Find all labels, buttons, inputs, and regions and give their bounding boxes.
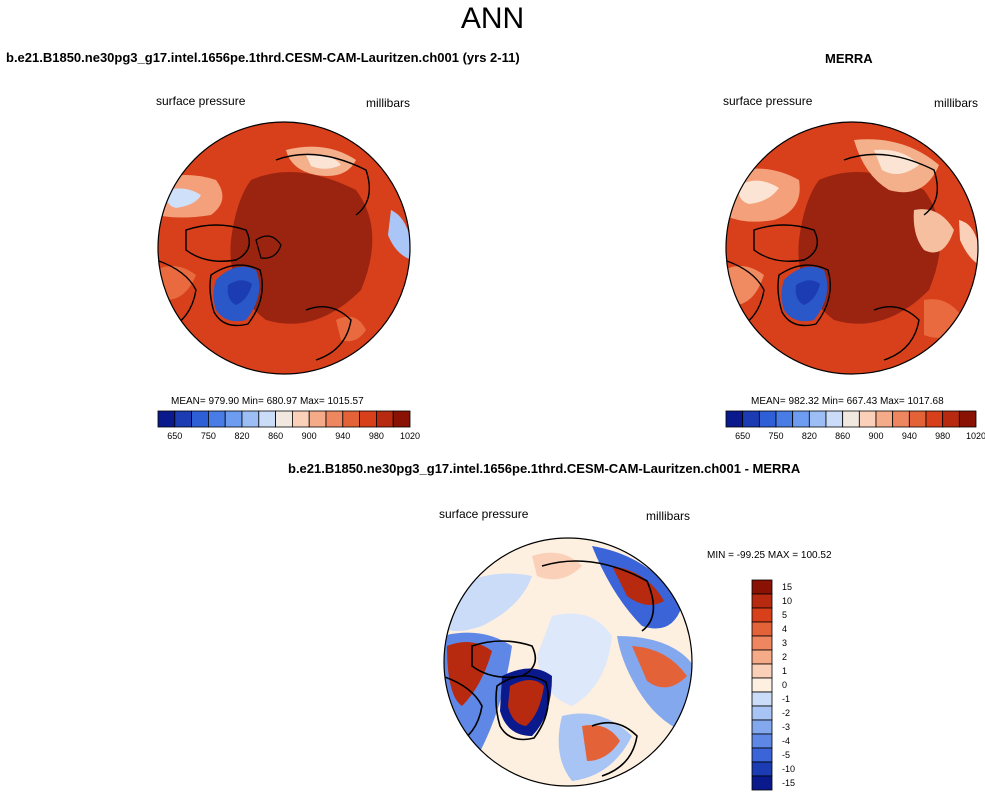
obs-colorbar-box — [808, 410, 827, 428]
model-colorbar-tick: 750 — [200, 431, 216, 441]
model-colorbar-box — [241, 410, 260, 428]
obs-colorbar-box — [758, 410, 777, 428]
model-colorbar-box — [342, 410, 361, 428]
obs-panel-title: MERRA — [825, 51, 873, 66]
model-stats: MEAN= 979.90 Min= 680.97 Max= 1015.57 — [171, 396, 364, 407]
diff-colorbar-tick: 1 — [782, 666, 788, 676]
obs-colorbar-box — [875, 410, 894, 428]
diff-colorbar-box — [751, 579, 773, 595]
model-colorbar-tick: 650 — [167, 431, 183, 441]
obs-colorbar-tick: 940 — [901, 431, 917, 441]
diff-colorbar-tick: 5 — [782, 610, 788, 620]
model-colorbar-tick: 1020 — [399, 431, 421, 441]
model-colorbar-box — [375, 410, 394, 428]
diff-panel-title: b.e21.B1850.ne30pg3_g17.intel.1656pe.1th… — [288, 461, 801, 476]
obs-colorbar-tick: 980 — [935, 431, 951, 441]
model-colorbar — [157, 410, 411, 428]
model-variable-label: surface pressure — [156, 94, 246, 108]
model-colorbar-box — [275, 410, 293, 428]
diff-colorbar-box — [751, 593, 773, 609]
model-colorbar-box — [325, 410, 344, 428]
obs-colorbar-box — [958, 410, 977, 428]
diff-colorbar-tick: -3 — [782, 722, 791, 732]
obs-colorbar-box — [842, 410, 860, 428]
diff-colorbar-tick: -4 — [782, 736, 791, 746]
obs-colorbar-box — [908, 410, 927, 428]
diff-colorbar-box — [751, 691, 773, 707]
diff-colorbar-box — [751, 761, 773, 777]
diff-colorbar-box — [751, 705, 773, 721]
figure-title: ANN — [460, 2, 525, 35]
obs-colorbar-tick: 1020 — [965, 431, 985, 441]
obs-colorbar-tick: 820 — [801, 431, 817, 441]
model-colorbar-box — [224, 410, 243, 428]
obs-colorbar-box — [925, 410, 944, 428]
diff-colorbar-tick: 2 — [782, 652, 788, 662]
obs-colorbar-box — [742, 410, 760, 428]
model-colorbar-tick: 980 — [368, 431, 384, 441]
obs-colorbar-box — [892, 410, 910, 428]
obs-colorbar-box — [825, 410, 844, 428]
diff-colorbar-tick: 4 — [782, 624, 788, 634]
obs-polar-map — [725, 121, 979, 375]
model-colorbar-box — [258, 410, 277, 428]
obs-colorbar-box — [792, 410, 810, 428]
diff-colorbar-box — [751, 719, 773, 735]
diff-colorbar-tick: -5 — [782, 750, 791, 760]
model-colorbar-box — [291, 410, 310, 428]
model-colorbar-box — [208, 410, 226, 428]
diff-colorbar-box — [751, 677, 773, 693]
obs-colorbar-tick: 650 — [735, 431, 751, 441]
diff-colorbar-tick: -10 — [782, 764, 796, 774]
model-units-label: millibars — [366, 96, 411, 110]
diff-colorbar-tick: -1 — [782, 694, 791, 704]
obs-colorbar-box — [725, 410, 744, 428]
diff-colorbar-box — [751, 663, 773, 679]
model-colorbar-box — [191, 410, 209, 428]
diff-colorbar-box — [751, 649, 773, 665]
obs-colorbar-box — [858, 410, 877, 428]
diff-units-label: millibars — [646, 509, 691, 523]
diff-colorbar-box — [751, 775, 773, 791]
obs-variable-label: surface pressure — [723, 94, 813, 108]
diff-colorbar-box — [751, 607, 773, 623]
diff-colorbar-tick: -15 — [782, 778, 796, 788]
diff-colorbar-box — [751, 733, 773, 749]
diff-colorbar-tick: 15 — [782, 582, 793, 592]
diff-colorbar-box — [751, 747, 773, 763]
obs-colorbar-tick: 860 — [835, 431, 851, 441]
model-colorbar-box — [308, 410, 327, 428]
model-colorbar-box — [157, 410, 176, 428]
diff-colorbar-tick: 0 — [782, 680, 788, 690]
diff-colorbar-tick: 10 — [782, 596, 793, 606]
obs-colorbar — [725, 410, 977, 428]
model-colorbar-tick: 900 — [301, 431, 317, 441]
diff-colorbar-box — [751, 635, 773, 651]
obs-colorbar-tick: 750 — [768, 431, 784, 441]
diff-colorbar-tick: -2 — [782, 708, 791, 718]
diff-colorbar — [751, 579, 773, 791]
model-colorbar-tick: 860 — [268, 431, 284, 441]
model-colorbar-tick: 940 — [335, 431, 351, 441]
obs-colorbar-box — [942, 410, 960, 428]
model-polar-map — [157, 121, 411, 375]
diff-stats: MIN = -99.25 MAX = 100.52 — [707, 550, 832, 561]
obs-stats: MEAN= 982.32 Min= 667.43 Max= 1017.68 — [751, 396, 944, 407]
diff-colorbar-tick: 3 — [782, 638, 788, 648]
model-colorbar-box — [392, 410, 411, 428]
diff-polar-map — [443, 537, 693, 787]
diff-variable-label: surface pressure — [439, 507, 529, 521]
model-colorbar-box — [359, 410, 377, 428]
model-colorbar-tick: 820 — [234, 431, 250, 441]
obs-colorbar-tick: 900 — [868, 431, 884, 441]
model-colorbar-box — [174, 410, 192, 428]
model-panel-title: b.e21.B1850.ne30pg3_g17.intel.1656pe.1th… — [6, 50, 520, 65]
obs-units-label: millibars — [934, 96, 979, 110]
obs-colorbar-box — [775, 410, 794, 428]
diff-colorbar-box — [751, 621, 773, 637]
